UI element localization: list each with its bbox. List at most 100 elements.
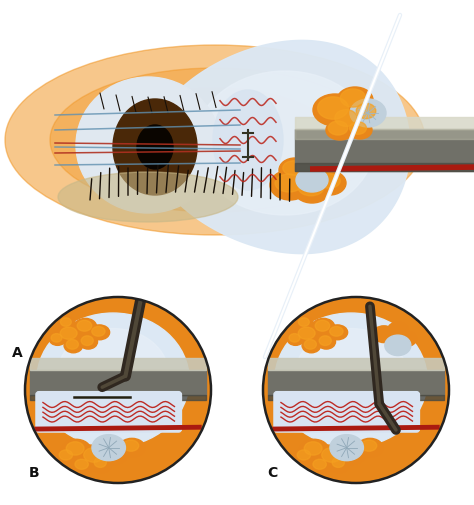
Ellipse shape [50, 68, 380, 212]
Ellipse shape [329, 456, 349, 473]
Ellipse shape [49, 332, 66, 345]
FancyBboxPatch shape [36, 392, 182, 432]
Ellipse shape [283, 161, 305, 175]
Ellipse shape [78, 445, 111, 469]
Ellipse shape [92, 435, 126, 461]
Ellipse shape [77, 320, 91, 331]
Ellipse shape [398, 331, 417, 346]
Ellipse shape [326, 120, 354, 140]
Ellipse shape [313, 459, 327, 469]
Ellipse shape [312, 318, 335, 335]
Ellipse shape [89, 325, 109, 340]
Ellipse shape [81, 336, 93, 345]
Text: C: C [267, 466, 277, 480]
Ellipse shape [137, 125, 173, 169]
FancyBboxPatch shape [30, 394, 206, 400]
FancyBboxPatch shape [30, 370, 206, 394]
Ellipse shape [296, 317, 313, 330]
Ellipse shape [123, 440, 139, 451]
Ellipse shape [95, 88, 335, 192]
Ellipse shape [58, 172, 238, 222]
Ellipse shape [350, 122, 366, 134]
Ellipse shape [297, 450, 310, 460]
Ellipse shape [5, 45, 425, 235]
Text: B: B [29, 466, 40, 480]
Ellipse shape [322, 448, 342, 462]
Ellipse shape [335, 110, 357, 126]
Ellipse shape [91, 456, 111, 473]
Ellipse shape [79, 334, 98, 349]
Ellipse shape [74, 318, 97, 335]
Ellipse shape [99, 442, 128, 465]
Ellipse shape [59, 450, 73, 460]
Ellipse shape [314, 171, 346, 195]
Polygon shape [295, 117, 474, 129]
Ellipse shape [275, 313, 427, 447]
Ellipse shape [64, 338, 82, 353]
FancyBboxPatch shape [268, 394, 444, 400]
FancyBboxPatch shape [268, 370, 444, 394]
Ellipse shape [57, 328, 169, 422]
Ellipse shape [295, 325, 320, 343]
Ellipse shape [317, 334, 336, 349]
Ellipse shape [119, 438, 145, 457]
Ellipse shape [299, 318, 310, 326]
Ellipse shape [299, 180, 324, 196]
FancyBboxPatch shape [274, 392, 419, 432]
FancyBboxPatch shape [268, 359, 444, 370]
Ellipse shape [319, 336, 331, 345]
Polygon shape [150, 40, 410, 254]
Ellipse shape [373, 326, 395, 342]
Ellipse shape [327, 325, 347, 340]
Ellipse shape [55, 448, 78, 465]
Ellipse shape [332, 458, 345, 468]
Ellipse shape [195, 71, 375, 215]
Text: A: A [12, 346, 23, 360]
Ellipse shape [279, 158, 311, 182]
Ellipse shape [294, 163, 322, 183]
Ellipse shape [275, 174, 303, 192]
Ellipse shape [76, 77, 220, 213]
Ellipse shape [385, 335, 411, 356]
Ellipse shape [72, 458, 94, 475]
Ellipse shape [299, 439, 329, 462]
Ellipse shape [315, 320, 330, 331]
Ellipse shape [294, 177, 330, 203]
Ellipse shape [330, 435, 364, 461]
Ellipse shape [361, 440, 377, 451]
Ellipse shape [298, 327, 315, 339]
Ellipse shape [61, 439, 91, 462]
Ellipse shape [66, 339, 78, 349]
Ellipse shape [304, 339, 317, 349]
Ellipse shape [354, 102, 382, 124]
Ellipse shape [318, 174, 340, 188]
Polygon shape [295, 129, 474, 139]
Ellipse shape [330, 327, 343, 336]
Polygon shape [295, 163, 474, 171]
Ellipse shape [332, 108, 364, 132]
Ellipse shape [60, 327, 77, 339]
Ellipse shape [337, 442, 366, 465]
Ellipse shape [60, 318, 71, 326]
Ellipse shape [289, 334, 300, 342]
Ellipse shape [295, 328, 407, 422]
Ellipse shape [213, 90, 283, 190]
Ellipse shape [388, 322, 408, 337]
Ellipse shape [92, 327, 105, 336]
Circle shape [25, 297, 211, 483]
Ellipse shape [75, 459, 88, 469]
Ellipse shape [84, 448, 104, 462]
Ellipse shape [356, 104, 376, 119]
Ellipse shape [58, 317, 75, 330]
FancyBboxPatch shape [30, 359, 206, 370]
Ellipse shape [350, 99, 386, 127]
Ellipse shape [310, 458, 332, 475]
Ellipse shape [318, 97, 348, 119]
Ellipse shape [113, 99, 197, 195]
Ellipse shape [297, 165, 317, 177]
Ellipse shape [328, 121, 348, 135]
FancyBboxPatch shape [295, 129, 474, 171]
Ellipse shape [66, 442, 84, 455]
Ellipse shape [51, 334, 62, 342]
Ellipse shape [337, 87, 373, 113]
